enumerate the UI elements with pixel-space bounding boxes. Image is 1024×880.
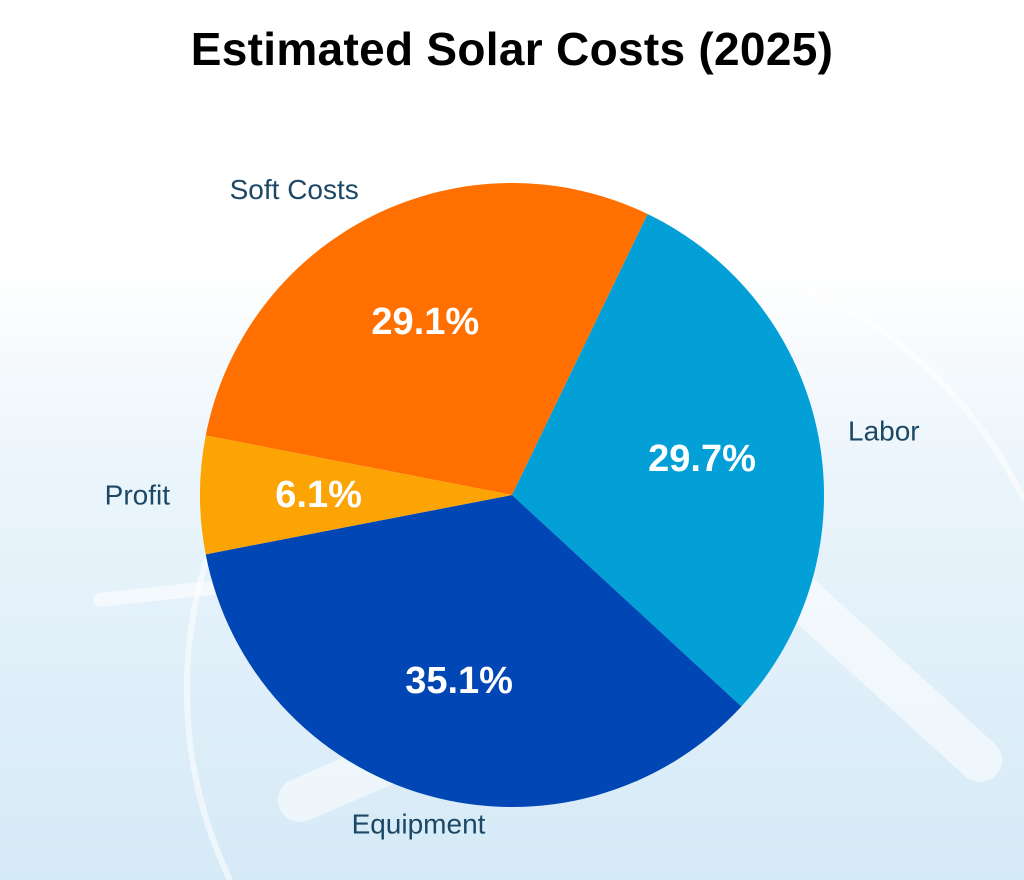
- pie-slice-soft-costs: [205, 183, 648, 495]
- pie-labels: 29.1% Soft Costs 29.7% Labor 35.1% Equipment 6…: [105, 174, 920, 840]
- category-label-labor: Labor: [848, 416, 920, 447]
- value-label-equipment: 35.1%: [405, 660, 513, 702]
- value-label-soft-costs: 29.1%: [371, 301, 479, 343]
- chart-title: Estimated Solar Costs (2025): [190, 23, 834, 75]
- pie-slice-profit: [199, 435, 513, 555]
- category-label-profit: Profit: [105, 479, 171, 510]
- pie-slice-equipment: [205, 495, 742, 808]
- category-label-equipment: Equipment: [352, 809, 486, 840]
- category-label-soft-costs: Soft Costs: [230, 174, 359, 205]
- value-label-profit: 6.1%: [275, 474, 362, 516]
- value-label-labor: 29.7%: [648, 438, 756, 480]
- pie-slice-labor: [512, 214, 825, 707]
- pie-slices: [199, 183, 825, 808]
